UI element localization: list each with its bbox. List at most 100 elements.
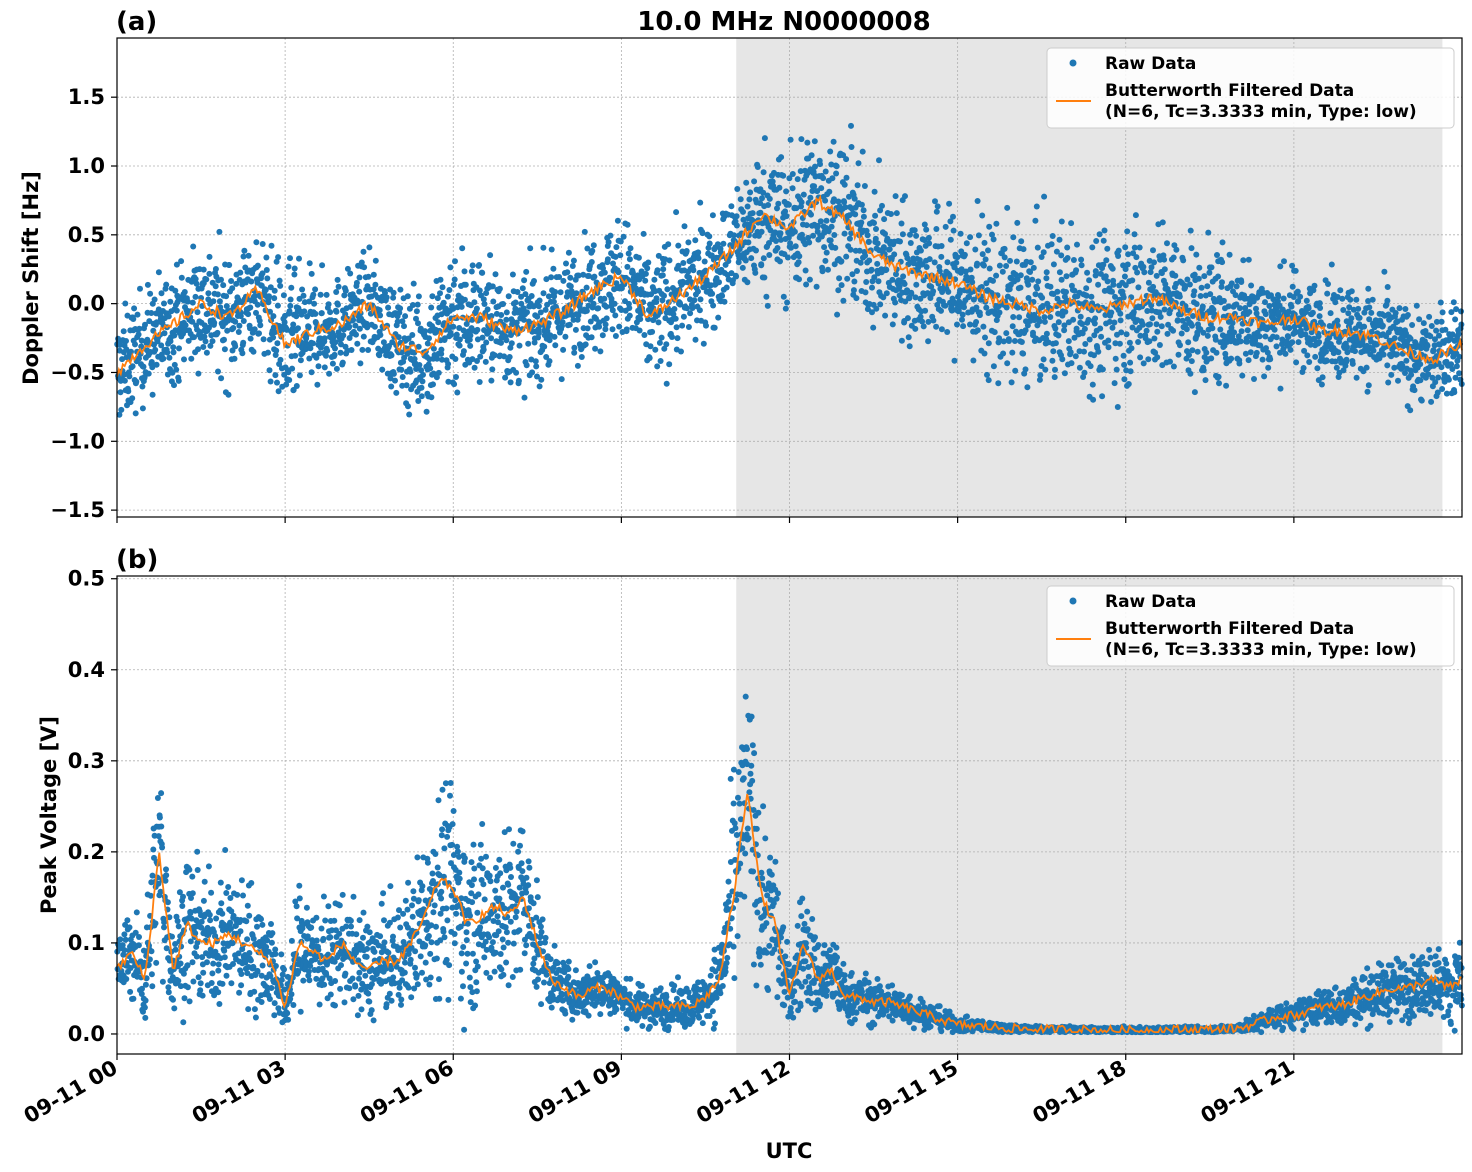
raw-point bbox=[352, 322, 359, 329]
raw-point bbox=[979, 212, 986, 219]
raw-point bbox=[460, 983, 466, 990]
raw-point bbox=[567, 283, 574, 290]
raw-point bbox=[1049, 233, 1056, 239]
raw-point bbox=[1095, 281, 1102, 288]
raw-point bbox=[1355, 305, 1362, 312]
raw-point bbox=[961, 304, 967, 311]
raw-point bbox=[972, 246, 979, 253]
raw-point bbox=[460, 944, 467, 950]
raw-point bbox=[624, 263, 631, 270]
raw-point bbox=[353, 279, 360, 286]
raw-point bbox=[119, 356, 126, 363]
raw-point bbox=[654, 363, 661, 370]
raw-point bbox=[765, 202, 772, 208]
raw-point bbox=[159, 978, 166, 985]
raw-point bbox=[329, 360, 336, 367]
raw-point bbox=[293, 313, 300, 320]
raw-point bbox=[254, 301, 261, 308]
raw-point bbox=[501, 353, 508, 360]
raw-point bbox=[571, 349, 578, 356]
raw-point bbox=[158, 290, 165, 297]
raw-point bbox=[666, 257, 673, 264]
raw-point bbox=[1001, 245, 1008, 252]
raw-point bbox=[476, 287, 483, 294]
raw-point bbox=[532, 358, 539, 365]
raw-point bbox=[1426, 313, 1433, 320]
raw-point bbox=[1219, 259, 1226, 266]
raw-point bbox=[256, 317, 263, 324]
raw-point bbox=[833, 163, 840, 170]
raw-point bbox=[337, 349, 344, 356]
raw-point bbox=[1215, 373, 1222, 380]
raw-point bbox=[243, 918, 250, 925]
raw-point bbox=[413, 366, 420, 372]
raw-point bbox=[215, 989, 222, 996]
raw-point bbox=[1368, 309, 1375, 316]
raw-point bbox=[1009, 323, 1016, 330]
raw-point bbox=[721, 298, 728, 305]
raw-point bbox=[1352, 348, 1358, 355]
raw-point bbox=[656, 339, 663, 346]
raw-point bbox=[783, 188, 790, 195]
raw-point bbox=[165, 313, 172, 320]
raw-point bbox=[355, 992, 362, 999]
raw-point bbox=[658, 334, 665, 341]
raw-point bbox=[1312, 353, 1319, 360]
raw-point bbox=[497, 870, 504, 877]
raw-point bbox=[435, 369, 442, 376]
raw-point bbox=[1042, 366, 1049, 373]
raw-point bbox=[822, 197, 829, 204]
raw-point bbox=[305, 968, 312, 975]
raw-point bbox=[1323, 348, 1329, 355]
raw-point bbox=[468, 859, 475, 866]
raw-point bbox=[388, 383, 395, 390]
raw-point bbox=[154, 795, 161, 801]
raw-point bbox=[1325, 281, 1331, 287]
raw-point bbox=[240, 253, 247, 260]
raw-point bbox=[1428, 398, 1435, 405]
raw-point bbox=[1008, 379, 1015, 386]
raw-point bbox=[792, 243, 799, 250]
raw-point bbox=[215, 967, 222, 974]
raw-point bbox=[341, 292, 348, 299]
raw-point bbox=[542, 306, 549, 313]
raw-point bbox=[737, 196, 744, 203]
raw-point bbox=[578, 354, 585, 360]
raw-point bbox=[525, 340, 532, 347]
raw-point bbox=[617, 238, 624, 245]
raw-point bbox=[678, 348, 684, 355]
raw-point bbox=[614, 217, 621, 224]
raw-point bbox=[1189, 322, 1195, 329]
raw-point bbox=[453, 374, 459, 380]
raw-point bbox=[477, 924, 484, 931]
raw-point bbox=[871, 220, 877, 226]
panel-b-ylabel: Peak Voltage [V] bbox=[37, 716, 61, 914]
raw-point bbox=[236, 322, 243, 329]
raw-point bbox=[471, 299, 478, 306]
raw-point bbox=[1253, 349, 1260, 356]
raw-point bbox=[229, 940, 236, 947]
raw-point bbox=[1085, 316, 1092, 323]
raw-point bbox=[288, 991, 295, 998]
raw-point bbox=[573, 290, 580, 297]
raw-point bbox=[354, 1012, 361, 1019]
raw-point bbox=[522, 291, 529, 298]
raw-point bbox=[906, 343, 913, 350]
raw-point bbox=[1081, 369, 1088, 376]
raw-point bbox=[1111, 319, 1118, 326]
raw-point bbox=[913, 232, 920, 239]
raw-point bbox=[390, 289, 397, 296]
raw-point bbox=[366, 929, 373, 936]
raw-point bbox=[1004, 360, 1011, 367]
raw-point bbox=[1147, 321, 1153, 328]
raw-point bbox=[474, 336, 481, 343]
raw-point bbox=[706, 240, 713, 247]
raw-point bbox=[1403, 357, 1410, 364]
raw-point bbox=[1164, 330, 1171, 337]
raw-point bbox=[1317, 305, 1324, 311]
raw-point bbox=[290, 321, 297, 328]
raw-point bbox=[342, 287, 349, 294]
raw-point bbox=[245, 311, 252, 318]
raw-point bbox=[253, 309, 259, 316]
